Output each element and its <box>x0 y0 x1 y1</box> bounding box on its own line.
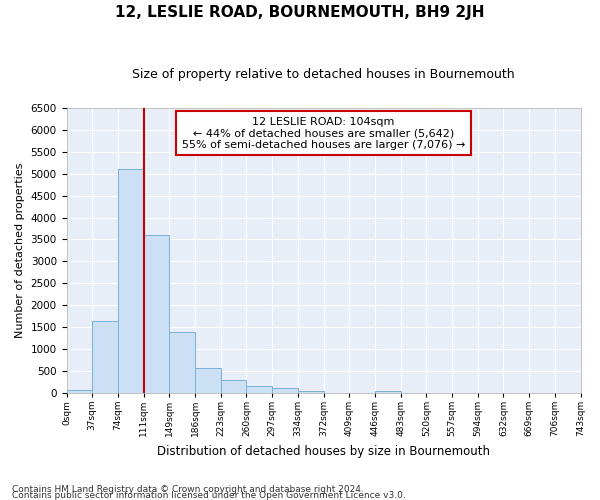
Text: 12, LESLIE ROAD, BOURNEMOUTH, BH9 2JH: 12, LESLIE ROAD, BOURNEMOUTH, BH9 2JH <box>115 5 485 20</box>
Bar <box>221 380 247 393</box>
Bar <box>195 368 221 393</box>
Bar <box>92 320 118 393</box>
Bar <box>67 390 92 393</box>
Bar <box>298 390 323 393</box>
Title: Size of property relative to detached houses in Bournemouth: Size of property relative to detached ho… <box>132 68 515 80</box>
Bar <box>247 386 272 393</box>
Text: Contains public sector information licensed under the Open Government Licence v3: Contains public sector information licen… <box>12 490 406 500</box>
Bar <box>272 388 298 393</box>
Text: Contains HM Land Registry data © Crown copyright and database right 2024.: Contains HM Land Registry data © Crown c… <box>12 484 364 494</box>
Bar <box>143 235 169 393</box>
Bar <box>375 390 401 393</box>
Y-axis label: Number of detached properties: Number of detached properties <box>15 163 25 338</box>
Bar <box>169 332 195 393</box>
Bar <box>118 170 143 393</box>
Text: 12 LESLIE ROAD: 104sqm
← 44% of detached houses are smaller (5,642)
55% of semi-: 12 LESLIE ROAD: 104sqm ← 44% of detached… <box>182 116 465 150</box>
X-axis label: Distribution of detached houses by size in Bournemouth: Distribution of detached houses by size … <box>157 444 490 458</box>
